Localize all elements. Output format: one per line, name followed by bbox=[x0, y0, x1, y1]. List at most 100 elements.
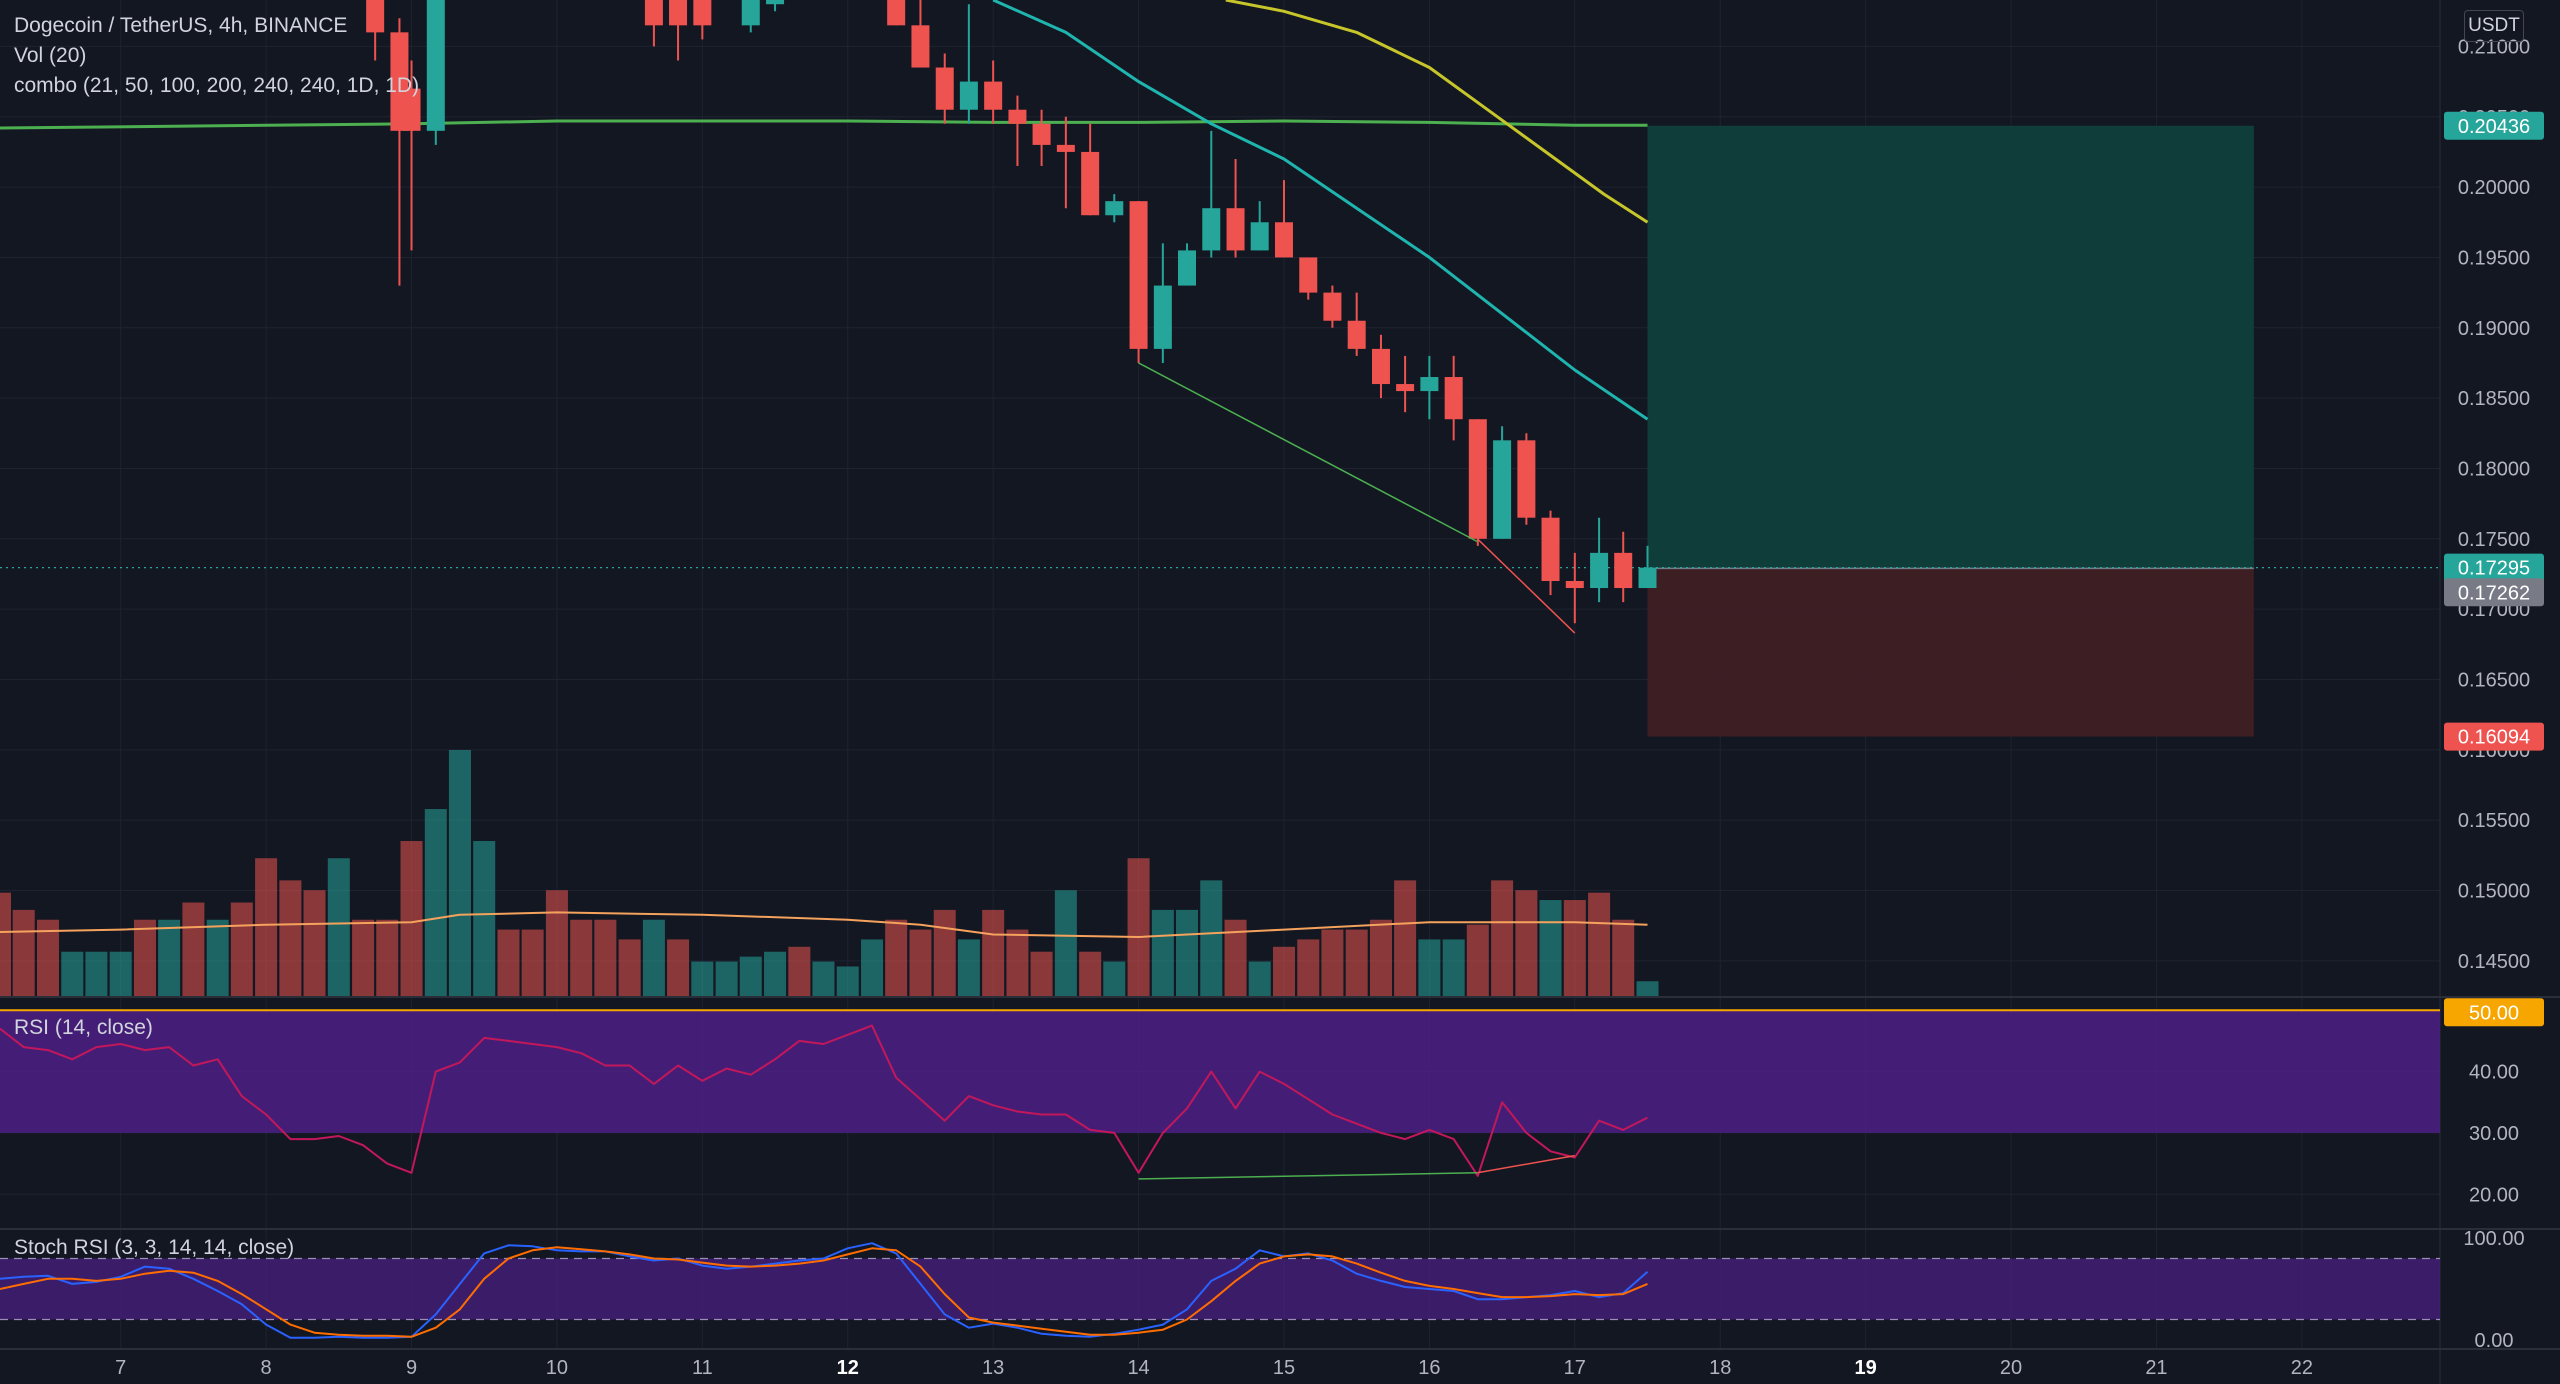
time-tick-label: 13 bbox=[982, 1357, 1004, 1379]
volume-indicator-label[interactable]: Vol (20) bbox=[14, 44, 87, 67]
volume-bar bbox=[1297, 939, 1320, 996]
trendline-1[interactable] bbox=[1138, 362, 1478, 543]
volume-bar bbox=[279, 880, 302, 996]
volume-ma-line bbox=[0, 911, 1648, 938]
candle-body bbox=[741, 0, 760, 26]
candle-body bbox=[644, 0, 663, 26]
price-tick-label: 0.16500 bbox=[2458, 669, 2530, 691]
candle bbox=[1153, 243, 1172, 363]
rsi-tick-label: 20.00 bbox=[2469, 1184, 2519, 1206]
price-tag: 0.17262 bbox=[2444, 578, 2544, 607]
candle-body bbox=[1008, 109, 1027, 124]
volume-bar bbox=[1539, 900, 1562, 996]
volume-bar bbox=[158, 919, 181, 996]
rsi-divergence-1[interactable] bbox=[1138, 1172, 1478, 1180]
candle-body bbox=[1468, 419, 1487, 539]
volume-bar bbox=[1612, 919, 1635, 996]
price-tag-text: 0.17295 bbox=[2458, 558, 2530, 580]
volume-bar bbox=[982, 909, 1005, 996]
price-tick-label: 0.20000 bbox=[2458, 177, 2530, 199]
volume-bar bbox=[133, 919, 156, 996]
volume-bar bbox=[1321, 929, 1344, 996]
volume-bar bbox=[1636, 981, 1659, 996]
volume-bar bbox=[12, 909, 35, 996]
time-tick-label: 10 bbox=[546, 1357, 568, 1379]
candle-body bbox=[1299, 257, 1318, 293]
target-zone[interactable] bbox=[1647, 125, 2254, 569]
candle bbox=[1517, 433, 1536, 525]
candle bbox=[644, 0, 663, 47]
price-panel bbox=[0, 0, 2440, 634]
candle bbox=[1323, 285, 1342, 328]
candle bbox=[1638, 545, 1657, 589]
rsi-divergence-2[interactable] bbox=[1477, 1154, 1575, 1174]
volume-bar bbox=[36, 919, 59, 996]
price-tick-label: 0.19500 bbox=[2458, 247, 2530, 269]
price-tag-text: 0.17262 bbox=[2458, 582, 2530, 604]
candle-body bbox=[1323, 292, 1342, 321]
candle-body bbox=[887, 0, 906, 26]
price-tick-label: 0.15500 bbox=[2458, 810, 2530, 832]
rsi-indicator-label[interactable]: RSI (14, close) bbox=[14, 1016, 153, 1039]
candle-body bbox=[1177, 250, 1196, 286]
trendline-2[interactable] bbox=[1476, 538, 1576, 634]
volume-bar bbox=[376, 919, 399, 996]
time-tick-label: 7 bbox=[115, 1357, 126, 1379]
candle bbox=[766, 0, 785, 12]
candle bbox=[1032, 109, 1051, 166]
stop-zone[interactable] bbox=[1647, 568, 2254, 737]
volume-bar bbox=[1394, 880, 1417, 996]
candle bbox=[1468, 419, 1487, 546]
candle bbox=[1565, 552, 1584, 624]
candle bbox=[959, 4, 978, 124]
volume-bar bbox=[691, 961, 714, 996]
volume-bar bbox=[1515, 890, 1538, 996]
volume-bar bbox=[352, 919, 375, 996]
time-tick-label: 16 bbox=[1418, 1357, 1440, 1379]
volume-bar bbox=[885, 919, 908, 996]
time-tick-label: 18 bbox=[1709, 1357, 1731, 1379]
price-tag-bg bbox=[2444, 578, 2544, 607]
combo-indicator-label[interactable]: combo (21, 50, 100, 200, 240, 240, 1D, 1… bbox=[14, 74, 420, 97]
volume-bar bbox=[1369, 919, 1392, 996]
stoch-rsi-indicator-label[interactable]: Stoch RSI (3, 3, 14, 14, close) bbox=[14, 1236, 295, 1259]
volume-bar bbox=[1491, 880, 1514, 996]
candle bbox=[935, 53, 954, 124]
volume-bar bbox=[206, 919, 229, 996]
candle-body bbox=[366, 0, 385, 33]
candle-body bbox=[984, 81, 1003, 110]
price-tick-label: 0.17500 bbox=[2458, 529, 2530, 551]
candle-body bbox=[1517, 440, 1536, 518]
candle-body bbox=[1032, 123, 1051, 145]
time-tick-label: 8 bbox=[261, 1357, 272, 1379]
currency-button[interactable]: USDT bbox=[2464, 10, 2524, 42]
volume-bar bbox=[594, 919, 617, 996]
candle-body bbox=[766, 0, 785, 5]
candle bbox=[1347, 292, 1366, 356]
volume-bar bbox=[570, 919, 593, 996]
candle-body bbox=[935, 67, 954, 110]
volume-bar bbox=[836, 966, 859, 996]
volume-bar bbox=[182, 902, 205, 996]
long-position-tool[interactable] bbox=[1647, 125, 2254, 737]
volume-bar bbox=[255, 858, 278, 996]
candle-body bbox=[1250, 222, 1269, 251]
time-tick-label: 9 bbox=[406, 1357, 417, 1379]
volume-bar bbox=[715, 961, 738, 996]
volume-bar bbox=[448, 750, 471, 996]
volume-bar bbox=[473, 841, 496, 996]
candle-body bbox=[1202, 208, 1221, 251]
price-tick-label: 0.15000 bbox=[2458, 880, 2530, 902]
candle-body bbox=[1638, 567, 1657, 589]
time-tick-label: 15 bbox=[1273, 1357, 1295, 1379]
candle-body bbox=[1565, 581, 1584, 589]
candle bbox=[366, 0, 385, 61]
ma-line-3 bbox=[992, 0, 1649, 421]
stoch-panel bbox=[0, 1242, 2440, 1339]
symbol-title[interactable]: Dogecoin / TetherUS, 4h, BINANCE bbox=[14, 14, 348, 37]
volume-bar bbox=[739, 956, 762, 996]
candle bbox=[1250, 201, 1269, 251]
volume-bar bbox=[109, 951, 132, 996]
candle bbox=[1056, 116, 1075, 209]
